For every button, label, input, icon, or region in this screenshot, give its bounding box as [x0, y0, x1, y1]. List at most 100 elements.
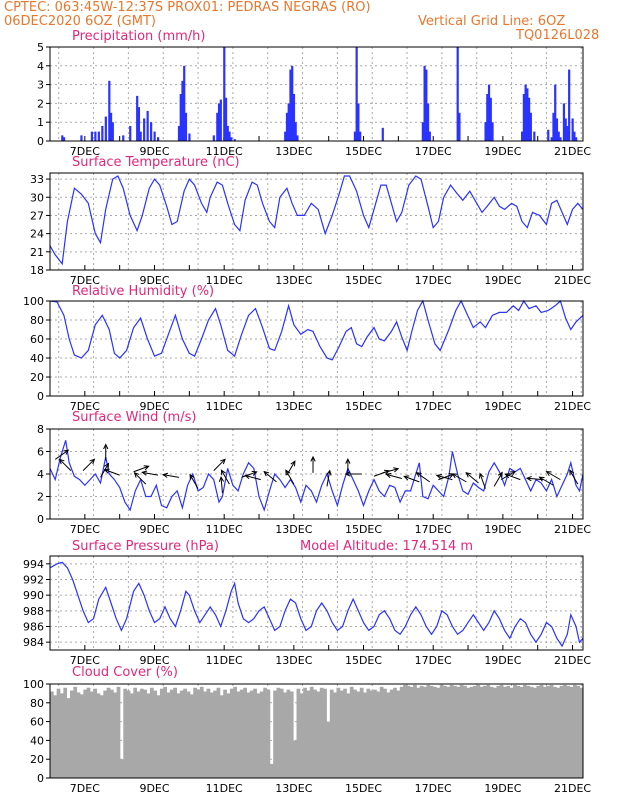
cloud-bar: [103, 690, 108, 778]
cloud-bar: [503, 686, 507, 778]
precip-bar: [80, 135, 83, 141]
rh-ytick-label: 0: [37, 390, 44, 403]
wind-arrow-shaft: [245, 475, 261, 481]
cloud-bar: [419, 685, 424, 778]
cloud-xtick-label: 17DEC: [415, 782, 452, 795]
wind-arrow-head: [133, 471, 140, 478]
precip-xtick-label: 17DEC: [415, 145, 452, 158]
wind-arrow-head: [538, 476, 545, 482]
cloud-bar: [179, 690, 184, 778]
wind-arrow-shaft: [142, 471, 159, 476]
cloud-bar: [223, 689, 227, 778]
wind-arrow-head: [569, 469, 575, 476]
cloud-bar: [303, 687, 307, 778]
cloud-bar: [213, 690, 217, 778]
cloud-bar: [166, 692, 171, 778]
wind-ytick-label: 8: [37, 423, 44, 436]
wind-ytick-label: 4: [37, 468, 44, 481]
cloud-bar: [543, 686, 547, 778]
cloud-bar: [273, 690, 277, 778]
precip-bar: [61, 135, 64, 141]
precip-bar: [575, 137, 578, 141]
precip-bar: [129, 125, 132, 141]
cloud-ytick-label: 100: [23, 678, 44, 691]
wind-arrow-shaft: [436, 475, 453, 481]
rh-series-line: [49, 299, 584, 361]
precip-bar: [287, 103, 290, 141]
rh-title: Relative Humidity (%): [72, 284, 215, 299]
wind-arrow-head: [104, 462, 110, 469]
temp-title: Surface Temperature (nC): [72, 155, 240, 170]
cloud-bar: [163, 686, 167, 778]
wind-arrow-shaft: [465, 472, 479, 484]
cloud-bar: [466, 687, 471, 778]
precip-bar: [533, 131, 536, 141]
wind-frame: [49, 428, 584, 520]
wind-arrow-head: [58, 458, 65, 465]
precip-bar: [522, 94, 525, 141]
wind-ytick-label: 2: [37, 491, 44, 504]
pressure-ytick-label: 992: [23, 574, 44, 587]
cloud-bar: [456, 686, 461, 778]
pressure-xtick-label: 17DEC: [415, 654, 452, 667]
wind-xtick-label: 15DEC: [345, 523, 382, 536]
cloud-frame: [49, 683, 584, 779]
wind-arrow-shaft: [82, 458, 95, 471]
cloud-bar: [453, 685, 457, 778]
precip-bar: [289, 69, 292, 141]
cloud-bar: [443, 685, 447, 778]
precip-bar: [177, 125, 181, 141]
precip-bar: [97, 131, 100, 141]
wind-arrow-shaft: [133, 465, 149, 473]
wind-arrow-head: [244, 474, 251, 480]
cloud-xtick-label: 13DEC: [275, 782, 312, 795]
wind-xtick-label: 13DEC: [275, 523, 312, 536]
precip-bar: [421, 122, 424, 141]
cloud-bar: [343, 688, 347, 778]
precip-xtick-label: 11DEC: [206, 145, 243, 158]
temp-xtick-label: 21DEC: [554, 274, 591, 287]
pressure-series-line: [49, 561, 584, 648]
precip-bar: [557, 131, 560, 141]
precip-bar: [230, 137, 233, 141]
cloud-bar: [196, 689, 201, 778]
wind-arrow-head: [344, 471, 351, 477]
cloud-bar: [556, 687, 561, 778]
wind-arrow-head: [220, 458, 226, 465]
cloud-bar: [496, 685, 501, 778]
cloud-bar: [336, 687, 341, 778]
rh-xtick-label: 19DEC: [484, 400, 521, 413]
cloud-bar: [239, 689, 244, 778]
cloud-bar: [133, 687, 138, 778]
cloud-bar: [89, 691, 94, 778]
cloud-ytick-label: 0: [37, 772, 44, 785]
wind-arrow-head: [345, 457, 351, 464]
wind-arrow-shaft: [479, 473, 486, 489]
wind-arrow-shaft: [493, 472, 503, 487]
wind-xtick-label: 21DEC: [554, 523, 591, 536]
precip-bar: [108, 80, 111, 141]
cloud-bar: [293, 740, 297, 778]
cloud-bar: [283, 692, 287, 778]
cloud-bar: [483, 685, 487, 778]
cloud-bar: [359, 687, 364, 778]
rh-xtick-label: 9DEC: [139, 400, 169, 413]
cloud-bar: [553, 686, 557, 778]
cloud-bar: [393, 687, 397, 778]
wind-series-line: [49, 440, 584, 512]
cloud-bar: [436, 687, 441, 778]
precip-bar: [564, 118, 567, 141]
cloud-bar: [356, 691, 361, 778]
precip-bar: [146, 110, 149, 141]
precip-bar: [426, 103, 430, 141]
wind-ytick-label: 0: [37, 513, 44, 526]
cloud-bar: [216, 687, 221, 778]
wind-arrow-shaft: [54, 449, 69, 460]
wind-arrow-shaft: [100, 463, 109, 478]
cloud-bar: [256, 693, 261, 778]
cloud-bar: [389, 689, 394, 778]
cloud-bar: [143, 689, 148, 778]
cloud-bar: [423, 686, 427, 778]
cloud-bar: [446, 686, 451, 778]
temp-ytick-label: 27: [30, 209, 44, 222]
